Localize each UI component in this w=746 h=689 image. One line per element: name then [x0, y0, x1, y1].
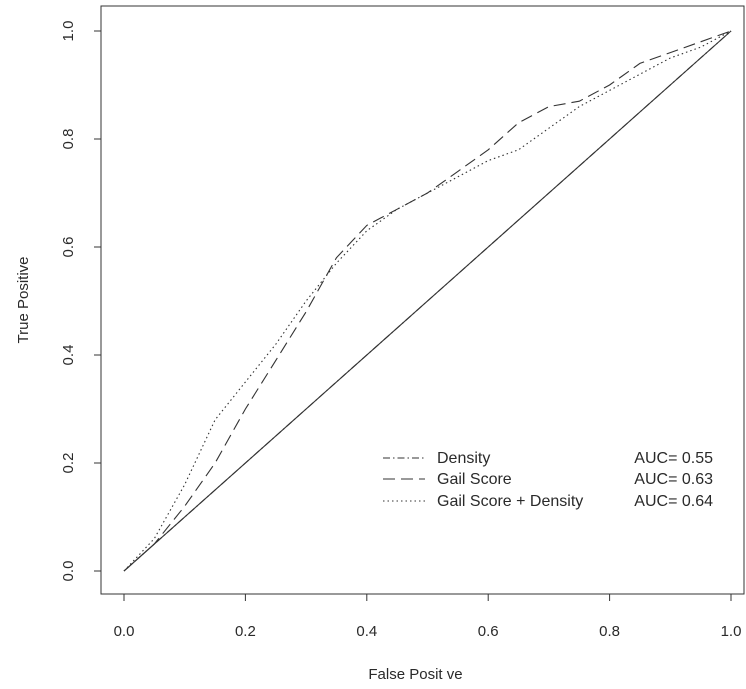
y-tick-label: 0.8 [60, 129, 77, 150]
y-tick-label: 1.0 [60, 21, 77, 42]
series-line-gail-score [123, 30, 732, 572]
y-axis-title: True Positive [15, 257, 32, 344]
x-axis-title: False Posit ve [368, 666, 462, 683]
x-tick-label: 1.0 [721, 623, 742, 640]
x-tick-label: 0.6 [478, 623, 499, 640]
plot-frame [100, 5, 745, 595]
series-line-gail-score-density [123, 30, 732, 572]
series-line-reference-diagonal [123, 30, 732, 572]
x-tick-label: 0.2 [235, 623, 256, 640]
legend-auc: AUC= 0.64 [634, 493, 713, 510]
y-tick-label: 0.0 [60, 561, 77, 582]
x-tick-label: 0.0 [114, 623, 135, 640]
legend-label: Density [437, 450, 490, 467]
x-tick-label: 0.4 [356, 623, 377, 640]
legend-label: Gail Score [437, 471, 512, 488]
legend-label: Gail Score + Density [437, 493, 583, 510]
legend-auc: AUC= 0.63 [634, 471, 713, 488]
x-axis: 0.0 0.2 0.4 0.6 0.8 1.0 [114, 594, 742, 640]
y-tick-label: 0.6 [60, 237, 77, 258]
legend: Density AUC= 0.55 Gail Score AUC= 0.63 Gail … [383, 450, 713, 510]
y-tick-label: 0.4 [60, 345, 77, 366]
series-layer [123, 30, 732, 572]
y-tick-label: 0.2 [60, 453, 77, 474]
y-axis: 0.0 0.2 0.4 0.6 0.8 1.0 [60, 21, 101, 582]
x-tick-label: 0.8 [599, 623, 620, 640]
legend-auc: AUC= 0.55 [634, 450, 713, 467]
